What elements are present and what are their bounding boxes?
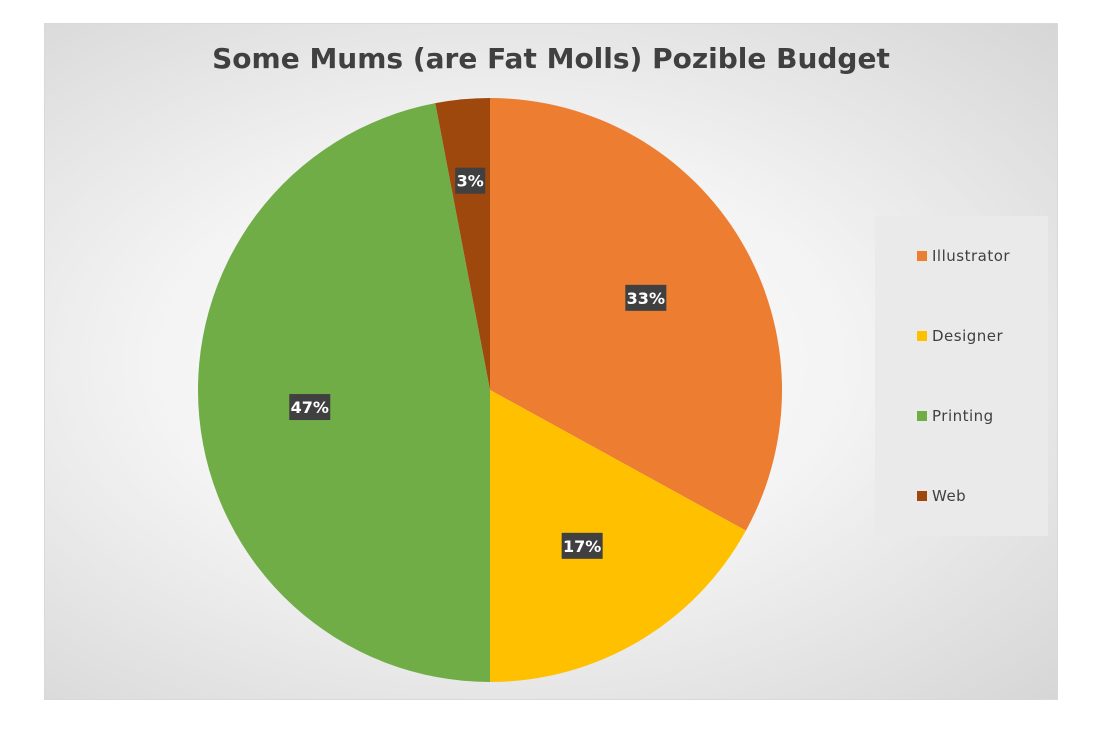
data-label-designer: 17% (561, 532, 603, 559)
svg-text:47%: 47% (291, 398, 329, 417)
legend-label: Illustrator (932, 247, 1011, 265)
legend-item-designer: Designer (917, 326, 1003, 346)
data-label-printing: 47% (289, 394, 331, 421)
pie-slice-printing (197, 103, 490, 682)
data-label-web: 3% (455, 167, 486, 194)
svg-text:33%: 33% (627, 289, 665, 308)
legend-swatch (917, 491, 927, 501)
chart-title: Some Mums (are Fat Molls) Pozible Budget (212, 42, 890, 75)
legend-label: Printing (932, 407, 994, 425)
svg-text:3%: 3% (457, 172, 484, 191)
pie-chart: 33% 17% 47% 3% (197, 98, 782, 682)
legend-swatch (917, 331, 927, 341)
pie-slice-illustrator (490, 98, 782, 531)
chart-area: Some Mums (are Fat Molls) Pozible Budget… (44, 23, 1058, 700)
legend-item-illustrator: Illustrator (917, 246, 1010, 266)
legend-label: Web (932, 487, 967, 505)
legend-item-printing: Printing (917, 406, 994, 426)
legend-swatch (917, 411, 927, 421)
data-label-illustrator: 33% (625, 284, 667, 311)
legend: Illustrator Designer Printing Web (875, 216, 1048, 536)
legend-swatch (917, 251, 927, 261)
pie-slice-designer (490, 390, 746, 682)
legend-label: Designer (932, 327, 1004, 345)
legend-item-web: Web (917, 486, 966, 506)
svg-text:17%: 17% (563, 537, 601, 556)
